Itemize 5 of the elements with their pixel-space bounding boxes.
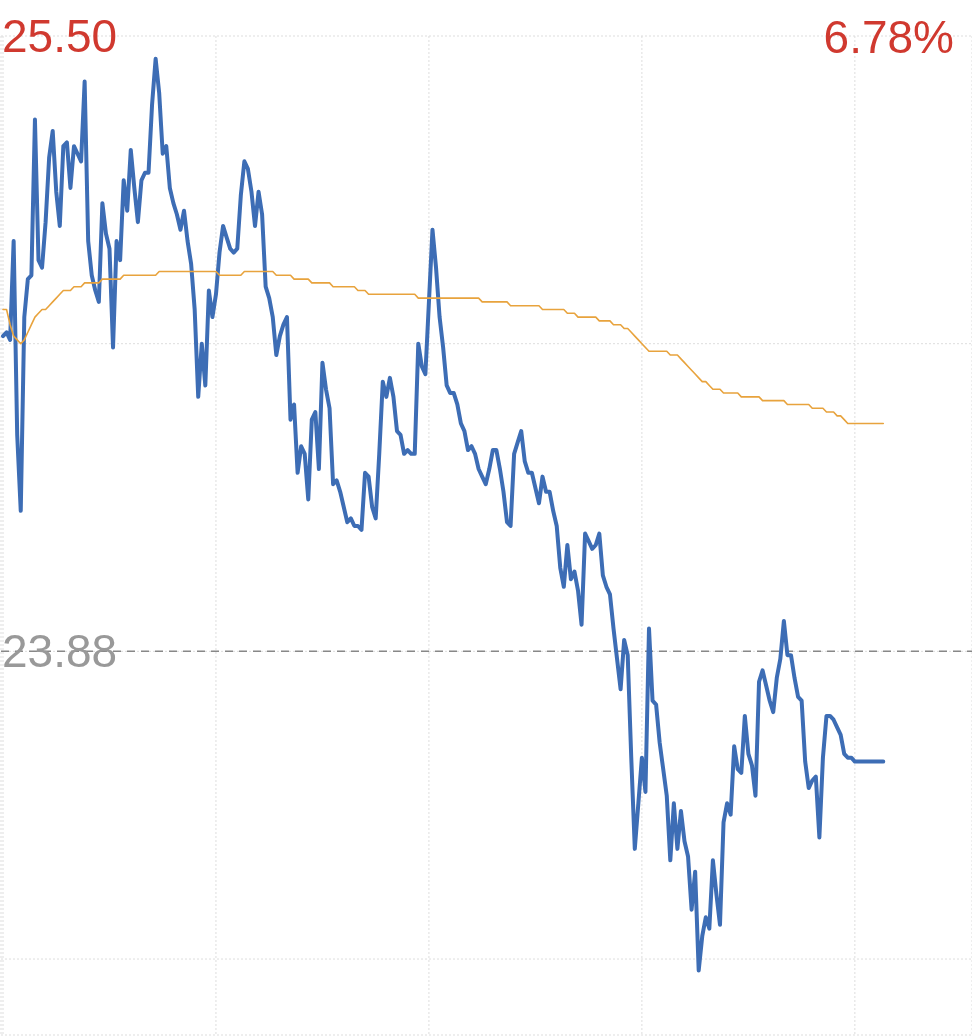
annotation: 6.78% [823,11,954,63]
line-series [1,56,886,973]
y-tick-label: 25.50 [2,10,118,62]
y-tick-label: 23.88 [2,625,118,678]
line-series [2,270,885,425]
